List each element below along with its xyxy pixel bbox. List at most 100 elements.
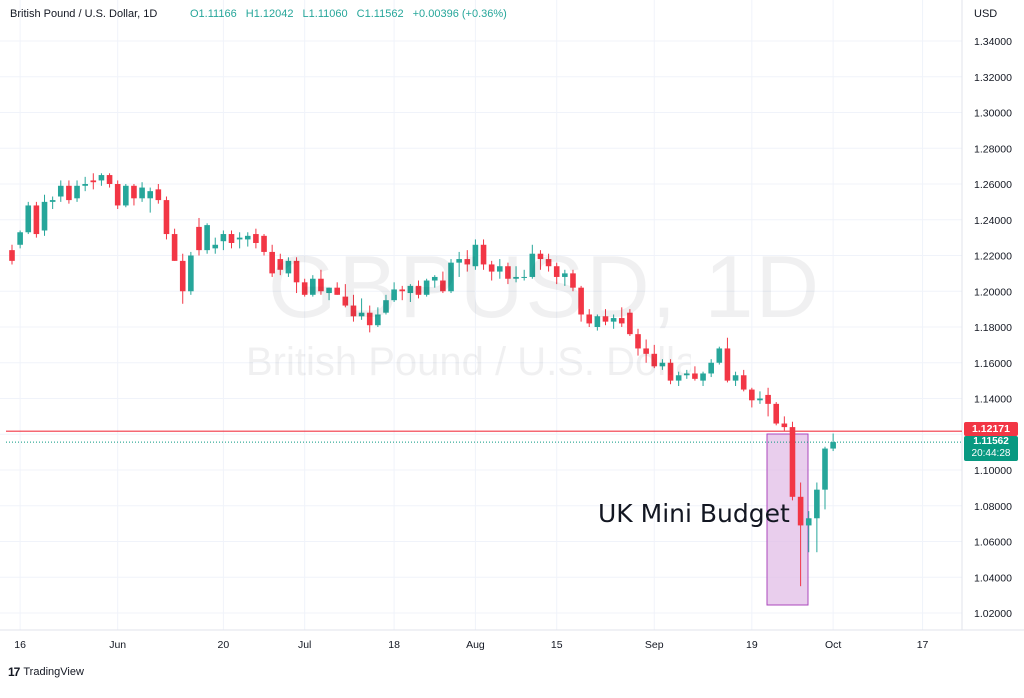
candle[interactable] xyxy=(366,305,373,333)
candle[interactable] xyxy=(33,201,40,238)
candle[interactable] xyxy=(334,282,340,295)
candle[interactable] xyxy=(464,250,471,272)
candle[interactable] xyxy=(643,339,649,363)
candle[interactable] xyxy=(155,184,162,204)
candle[interactable] xyxy=(627,309,633,336)
candle[interactable] xyxy=(358,298,365,320)
candle[interactable] xyxy=(578,285,584,322)
candle[interactable] xyxy=(261,234,267,256)
candle[interactable] xyxy=(740,369,747,392)
candle[interactable] xyxy=(318,269,324,295)
candle[interactable] xyxy=(472,239,479,270)
candle[interactable] xyxy=(179,253,186,304)
candle[interactable] xyxy=(212,237,219,254)
candle[interactable] xyxy=(106,173,113,188)
candle[interactable] xyxy=(49,196,56,210)
candle[interactable] xyxy=(488,260,495,281)
candle[interactable] xyxy=(196,217,202,256)
candle[interactable] xyxy=(545,253,552,272)
candle[interactable] xyxy=(586,309,593,327)
candle[interactable] xyxy=(440,271,446,294)
candle[interactable] xyxy=(822,446,828,510)
candle[interactable] xyxy=(74,180,80,202)
candle[interactable] xyxy=(692,366,698,381)
candle[interactable] xyxy=(269,244,275,277)
candle[interactable] xyxy=(618,307,625,327)
candle[interactable] xyxy=(415,280,422,299)
candle[interactable] xyxy=(659,359,666,370)
candle[interactable] xyxy=(570,269,576,292)
candle[interactable] xyxy=(431,275,438,288)
candle[interactable] xyxy=(9,244,15,265)
candle[interactable] xyxy=(407,284,414,302)
candle[interactable] xyxy=(383,294,389,315)
candle[interactable] xyxy=(830,433,836,452)
candle[interactable] xyxy=(789,421,796,501)
candle[interactable] xyxy=(708,359,714,378)
candle[interactable] xyxy=(399,285,406,301)
candle[interactable] xyxy=(220,230,227,251)
candle[interactable] xyxy=(171,228,178,261)
candle[interactable] xyxy=(66,180,72,204)
annotation-text[interactable]: UK Mini Budget xyxy=(598,499,790,528)
candle[interactable] xyxy=(228,230,235,249)
candle[interactable] xyxy=(505,262,511,285)
candle[interactable] xyxy=(732,371,739,386)
candle[interactable] xyxy=(114,180,121,210)
candle[interactable] xyxy=(342,284,349,308)
candle[interactable] xyxy=(675,371,682,386)
candle[interactable] xyxy=(814,482,820,553)
candle[interactable] xyxy=(765,387,771,417)
candle[interactable] xyxy=(188,251,194,295)
candle[interactable] xyxy=(805,511,812,553)
candle[interactable] xyxy=(602,309,609,326)
candle[interactable] xyxy=(131,184,137,206)
candle[interactable] xyxy=(456,251,462,277)
candle[interactable] xyxy=(513,266,519,283)
candle[interactable] xyxy=(537,250,544,270)
candle[interactable] xyxy=(17,230,23,249)
candle[interactable] xyxy=(651,344,658,369)
candle[interactable] xyxy=(301,278,308,297)
candle[interactable] xyxy=(82,176,88,192)
candle[interactable] xyxy=(98,173,105,186)
candle[interactable] xyxy=(797,482,804,587)
candle[interactable] xyxy=(375,307,381,327)
time-axis[interactable]: 16 Jun 20 Jul 18 Aug 15 Sep 19 Oct 17 xyxy=(14,639,928,651)
candle[interactable] xyxy=(391,282,397,302)
candle[interactable] xyxy=(326,287,332,301)
tradingview-logo[interactable]: 17 TradingView xyxy=(8,665,84,679)
candle[interactable] xyxy=(25,201,32,235)
candle[interactable] xyxy=(244,232,251,247)
price-axis[interactable]: 1.020001.040001.060001.080001.100001.120… xyxy=(974,36,1012,620)
candle[interactable] xyxy=(90,173,97,190)
candle[interactable] xyxy=(635,328,641,356)
candle[interactable] xyxy=(594,314,601,331)
candle[interactable] xyxy=(139,182,145,202)
candle[interactable] xyxy=(716,346,723,365)
candle[interactable] xyxy=(757,391,763,404)
candle[interactable] xyxy=(448,259,454,294)
candle[interactable] xyxy=(204,223,210,254)
candle[interactable] xyxy=(781,416,788,431)
candle[interactable] xyxy=(521,269,527,281)
candle[interactable] xyxy=(41,194,48,236)
candle[interactable] xyxy=(423,278,430,297)
candle[interactable] xyxy=(285,257,292,277)
candlestick-series[interactable] xyxy=(9,173,836,587)
candle[interactable] xyxy=(724,337,731,383)
candle[interactable] xyxy=(310,275,316,297)
candle[interactable] xyxy=(123,184,129,208)
candle[interactable] xyxy=(147,187,154,213)
candle[interactable] xyxy=(553,262,560,285)
candle[interactable] xyxy=(700,371,706,386)
candle[interactable] xyxy=(350,294,357,322)
symbol-title[interactable]: British Pound / U.S. Dollar, 1D xyxy=(10,8,158,20)
candle[interactable] xyxy=(293,257,300,294)
candle[interactable] xyxy=(667,359,674,385)
candle[interactable] xyxy=(163,196,170,240)
candle[interactable] xyxy=(497,259,503,279)
candle[interactable] xyxy=(529,244,536,279)
candle[interactable] xyxy=(562,269,568,286)
